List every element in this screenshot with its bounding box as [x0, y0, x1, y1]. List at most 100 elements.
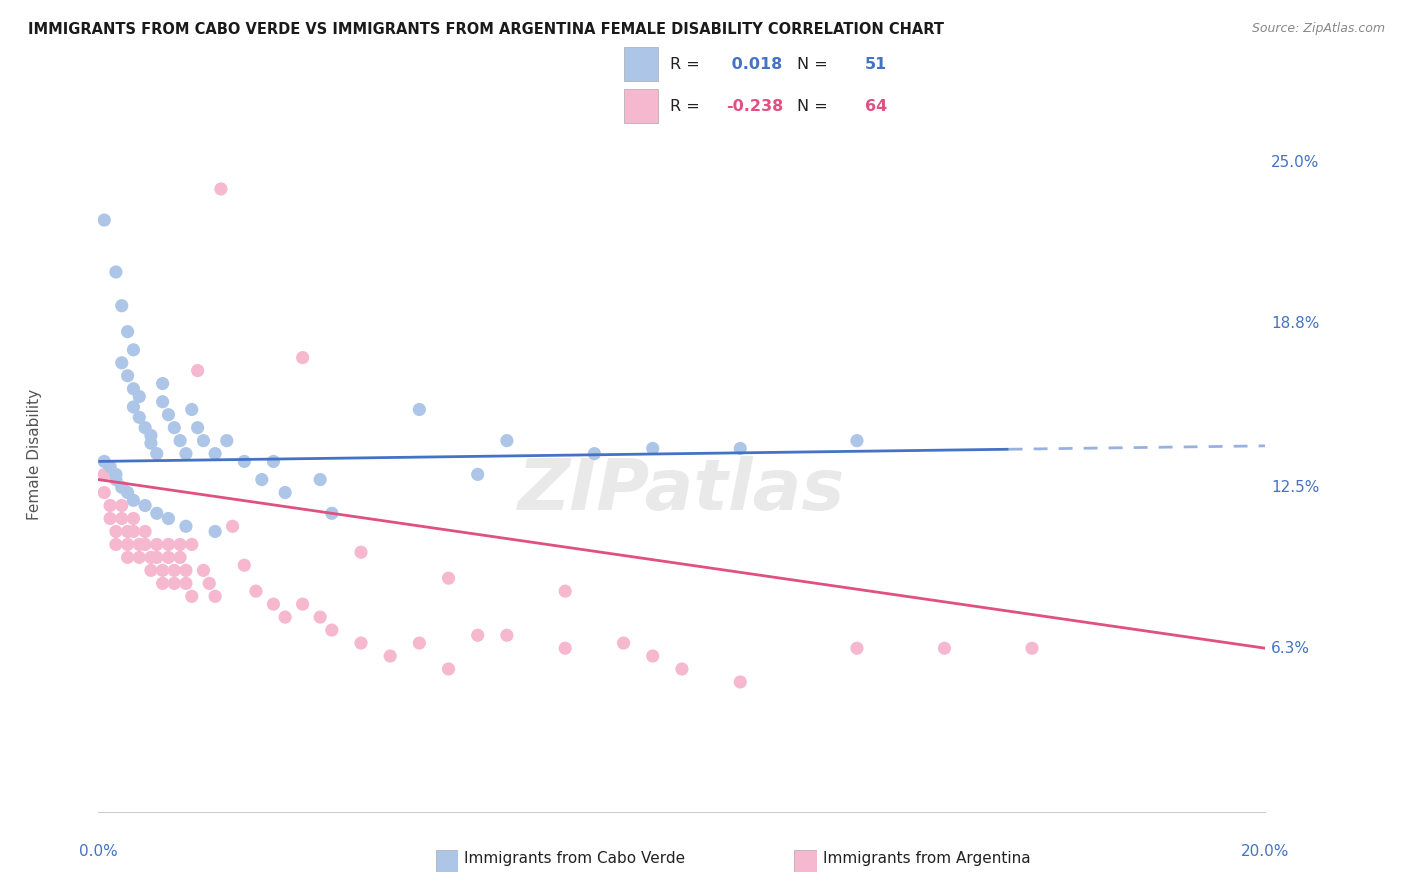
Text: 25.0%: 25.0% — [1271, 155, 1320, 170]
Point — [111, 480, 134, 494]
Point — [193, 563, 215, 577]
Point — [157, 511, 180, 525]
Point — [111, 356, 134, 370]
Text: -0.238: -0.238 — [725, 99, 783, 113]
Point — [157, 537, 180, 551]
Point — [134, 420, 156, 434]
Point — [174, 447, 197, 461]
Point — [163, 563, 186, 577]
Point — [180, 537, 202, 551]
Text: 0.0%: 0.0% — [79, 844, 118, 859]
Point — [437, 662, 460, 676]
Point — [122, 382, 145, 396]
Point — [350, 636, 373, 650]
Point — [98, 511, 121, 525]
Bar — [624, 89, 658, 123]
Text: 0.018: 0.018 — [725, 56, 782, 71]
Text: 6.3%: 6.3% — [1271, 640, 1310, 656]
Point — [169, 434, 191, 448]
Point — [209, 182, 232, 196]
Point — [1021, 641, 1043, 656]
Text: IMMIGRANTS FROM CABO VERDE VS IMMIGRANTS FROM ARGENTINA FEMALE DISABILITY CORREL: IMMIGRANTS FROM CABO VERDE VS IMMIGRANTS… — [28, 22, 943, 37]
Point — [250, 473, 273, 487]
Point — [198, 576, 221, 591]
Point — [612, 636, 634, 650]
Point — [122, 511, 145, 525]
Text: N =: N = — [797, 99, 834, 113]
Text: R =: R = — [671, 99, 706, 113]
Point — [193, 434, 215, 448]
Point — [641, 442, 664, 456]
Point — [554, 641, 576, 656]
Point — [728, 442, 751, 456]
Text: 18.8%: 18.8% — [1271, 317, 1320, 331]
Point — [152, 563, 174, 577]
Text: Immigrants from Cabo Verde: Immigrants from Cabo Verde — [464, 852, 685, 866]
Point — [139, 428, 162, 442]
Text: Source: ZipAtlas.com: Source: ZipAtlas.com — [1251, 22, 1385, 36]
Point — [169, 550, 191, 565]
Point — [321, 623, 343, 637]
Point — [174, 519, 197, 533]
Bar — [624, 47, 658, 81]
Point — [467, 467, 489, 482]
Point — [233, 558, 256, 573]
Text: Immigrants from Argentina: Immigrants from Argentina — [823, 852, 1031, 866]
Point — [152, 576, 174, 591]
Point — [117, 550, 139, 565]
Point — [117, 325, 139, 339]
Text: R =: R = — [671, 56, 706, 71]
Point — [146, 506, 169, 520]
Point — [169, 537, 191, 551]
Point — [104, 537, 127, 551]
Point — [134, 499, 156, 513]
Point — [274, 610, 297, 624]
Point — [139, 550, 162, 565]
Point — [117, 524, 139, 539]
Point — [204, 447, 226, 461]
Point — [157, 550, 180, 565]
Point — [845, 434, 868, 448]
Point — [104, 524, 127, 539]
Text: 51: 51 — [865, 56, 887, 71]
Point — [122, 493, 145, 508]
Point — [378, 648, 402, 663]
Point — [215, 434, 238, 448]
Point — [104, 473, 127, 487]
Point — [495, 628, 517, 642]
Point — [163, 420, 186, 434]
Point — [554, 584, 576, 599]
Point — [174, 563, 197, 577]
Point — [98, 459, 121, 474]
Point — [146, 447, 169, 461]
Point — [233, 454, 256, 468]
Point — [152, 376, 174, 391]
Point — [157, 408, 180, 422]
Point — [111, 499, 134, 513]
Point — [350, 545, 373, 559]
Point — [111, 299, 134, 313]
Point — [111, 511, 134, 525]
Point — [134, 524, 156, 539]
Point — [98, 499, 121, 513]
Point — [152, 394, 174, 409]
Point — [139, 563, 162, 577]
Text: 64: 64 — [865, 99, 887, 113]
Point — [93, 213, 115, 227]
Point — [934, 641, 956, 656]
Point — [146, 537, 169, 551]
Point — [845, 641, 868, 656]
Point — [122, 400, 145, 414]
Point — [180, 402, 202, 417]
Text: ZIPatlas: ZIPatlas — [519, 456, 845, 525]
Point — [245, 584, 267, 599]
Point — [174, 576, 197, 591]
Point — [93, 454, 115, 468]
Point — [128, 410, 150, 425]
Point — [408, 402, 430, 417]
Point — [93, 467, 115, 482]
Point — [93, 485, 115, 500]
Text: Female Disability: Female Disability — [27, 389, 42, 521]
Point — [309, 473, 332, 487]
Point — [274, 485, 297, 500]
